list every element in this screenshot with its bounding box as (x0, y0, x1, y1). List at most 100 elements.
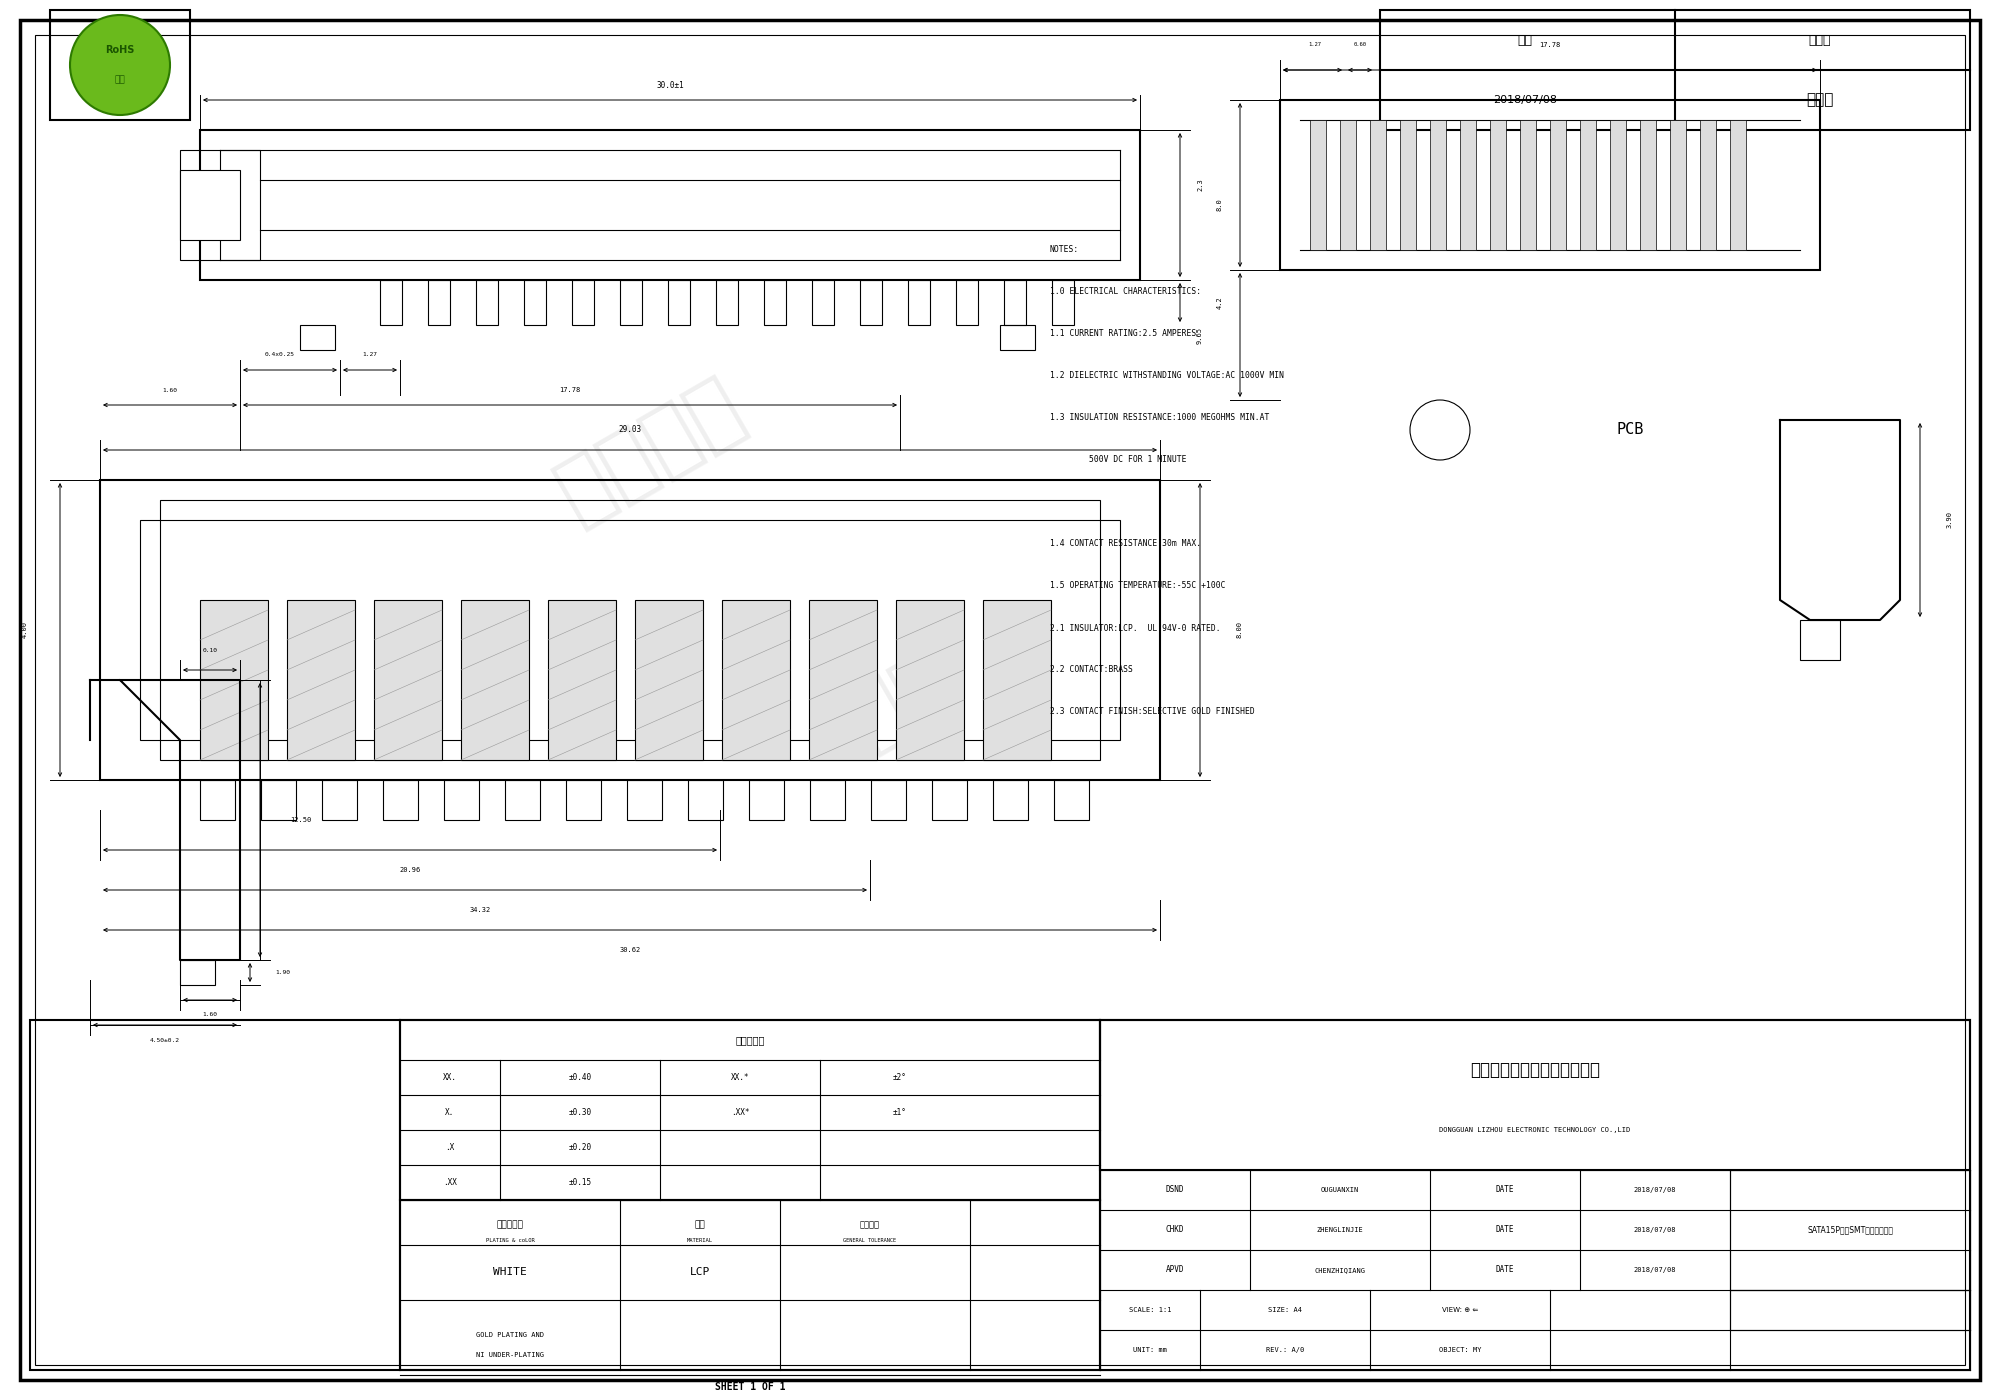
Text: 500V DC FOR 1 MINUTE: 500V DC FOR 1 MINUTE (1050, 455, 1186, 465)
Bar (572, 280, 594, 325)
Text: 2018/07/08: 2018/07/08 (1634, 1267, 1676, 1273)
Text: XX.: XX. (444, 1072, 456, 1082)
Text: 29.03: 29.03 (618, 426, 642, 434)
Bar (1800, 620, 1840, 659)
Text: 1.1 CURRENT RATING:2.5 AMPERES: 1.1 CURRENT RATING:2.5 AMPERES (1050, 329, 1196, 339)
Text: SATA15P公座SMT贴片带定位柱: SATA15P公座SMT贴片带定位柱 (1808, 1225, 1892, 1235)
Bar (1640, 120, 1656, 251)
Circle shape (70, 15, 170, 115)
Text: DATE: DATE (1496, 1225, 1514, 1235)
Text: PLATING & coLOR: PLATING & coLOR (486, 1238, 534, 1243)
Bar (808, 601, 876, 760)
Text: XX.*: XX.* (730, 1072, 750, 1082)
Bar (322, 780, 356, 820)
Bar (896, 601, 964, 760)
Bar (748, 780, 784, 820)
Text: SIZE: A4: SIZE: A4 (1268, 1308, 1302, 1313)
Text: 0.10: 0.10 (202, 647, 218, 652)
Bar (812, 280, 834, 325)
Text: 未标注公差: 未标注公差 (736, 1035, 764, 1044)
Text: ZHENGLINJIE: ZHENGLINJIE (1316, 1226, 1364, 1233)
Bar (524, 280, 546, 325)
Bar (1730, 1170, 1970, 1289)
Text: OBJECT: MY: OBJECT: MY (1438, 1347, 1482, 1352)
Bar (180, 150, 260, 260)
Text: 4.00: 4.00 (22, 622, 28, 638)
Text: 2.3 CONTACT FINISH:SELECTIVE GOLD FINISHED: 2.3 CONTACT FINISH:SELECTIVE GOLD FINISH… (1050, 707, 1254, 717)
Bar (764, 280, 786, 325)
Bar (810, 780, 844, 820)
Text: 陈万财: 陈万财 (1806, 92, 1834, 108)
Text: DONGGUAN LIZHOU ELECTRONIC TECHNOLOGY CO.,LID: DONGGUAN LIZHOU ELECTRONIC TECHNOLOGY CO… (1440, 1127, 1630, 1133)
Text: 工程部: 工程部 (1808, 34, 1832, 46)
Text: 电镀和颜色: 电镀和颜色 (496, 1221, 524, 1229)
Bar (180, 960, 216, 986)
Text: 时间: 时间 (1518, 34, 1532, 46)
Bar (400, 1021, 1100, 1200)
Bar (668, 280, 690, 325)
Text: 9.65: 9.65 (1196, 326, 1204, 343)
Bar (716, 280, 738, 325)
Text: 1.3 INSULATION RESISTANCE:1000 MEGOHMS MIN.AT: 1.3 INSULATION RESISTANCE:1000 MEGOHMS M… (1050, 413, 1270, 423)
Bar (384, 780, 418, 820)
Text: SHEET 1 OF 1: SHEET 1 OF 1 (714, 1382, 786, 1392)
Bar (1400, 120, 1416, 251)
Bar (1520, 120, 1536, 251)
Text: 4.2: 4.2 (1216, 297, 1224, 309)
Bar (1004, 280, 1026, 325)
Bar (1430, 120, 1446, 251)
Text: LCP: LCP (690, 1267, 710, 1277)
Text: 34.32: 34.32 (470, 907, 490, 913)
Bar (50, 10, 190, 120)
Text: 0.4x0.25: 0.4x0.25 (264, 353, 296, 357)
Text: ±0.40: ±0.40 (568, 1072, 592, 1082)
Text: DATE: DATE (1496, 1266, 1514, 1274)
Text: 8.00: 8.00 (1236, 622, 1244, 638)
Bar (288, 601, 356, 760)
Text: CHENZHIQIANG: CHENZHIQIANG (1314, 1267, 1366, 1273)
Bar (476, 280, 498, 325)
Bar (428, 280, 450, 325)
Bar (548, 601, 616, 760)
Bar (1310, 120, 1326, 251)
Text: VIEW: ⊕ ⇐: VIEW: ⊕ ⇐ (1442, 1308, 1478, 1313)
Bar (1610, 120, 1626, 251)
Text: 2018/07/08: 2018/07/08 (1634, 1226, 1676, 1233)
Text: 2.1 INSULATOR:LCP.  UL 94V-0 RATED.: 2.1 INSULATOR:LCP. UL 94V-0 RATED. (1050, 623, 1220, 633)
Bar (620, 280, 642, 325)
Bar (1460, 120, 1476, 251)
Bar (1100, 1021, 1970, 1170)
Text: 1.0 ELECTRICAL CHARACTERISTICS:: 1.0 ELECTRICAL CHARACTERISTICS: (1050, 287, 1202, 297)
Bar (444, 780, 480, 820)
Bar (200, 130, 1140, 280)
Text: ±1°: ±1° (894, 1107, 906, 1117)
Text: 1.27: 1.27 (362, 353, 378, 357)
Bar (872, 780, 906, 820)
Bar (1370, 120, 1386, 251)
Text: ±0.15: ±0.15 (568, 1177, 592, 1187)
Bar (908, 280, 930, 325)
Bar (1730, 1289, 1970, 1330)
Bar (860, 280, 882, 325)
Bar (30, 1021, 1970, 1371)
Text: 2018/07/08: 2018/07/08 (1492, 95, 1556, 105)
Bar (956, 280, 978, 325)
Bar (1700, 120, 1716, 251)
Text: 直销: 直销 (836, 640, 964, 760)
Text: 8.0: 8.0 (1216, 199, 1224, 211)
Bar (1052, 280, 1074, 325)
Text: UNIT: mm: UNIT: mm (1132, 1347, 1168, 1352)
Text: RoHS: RoHS (106, 45, 134, 55)
Bar (400, 1200, 1100, 1371)
Text: .X: .X (446, 1142, 454, 1152)
Text: 12.50: 12.50 (290, 818, 312, 823)
Text: DSND: DSND (1166, 1186, 1184, 1194)
Text: 一般公差: 一般公差 (860, 1221, 880, 1229)
Text: 20.96: 20.96 (400, 867, 420, 874)
Text: CHKD: CHKD (1166, 1225, 1184, 1235)
Text: 利洲电子: 利洲电子 (544, 365, 756, 535)
Bar (932, 780, 966, 820)
Bar (984, 601, 1052, 760)
Bar (628, 780, 662, 820)
Text: SCALE: 1:1: SCALE: 1:1 (1128, 1308, 1172, 1313)
